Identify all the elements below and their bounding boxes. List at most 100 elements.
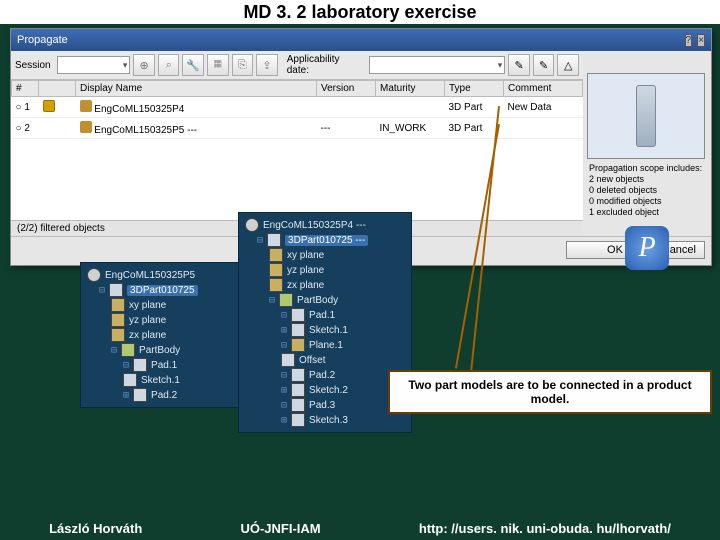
cell	[376, 97, 445, 118]
body-icon	[279, 293, 293, 307]
scope-line: 0 modified objects	[589, 196, 705, 207]
cell	[317, 97, 376, 118]
node-label: Pad.2	[309, 370, 335, 381]
tree-node[interactable]: Sketch.1	[123, 373, 237, 387]
node-label: Plane.1	[309, 340, 343, 351]
tree-node[interactable]: zx plane	[269, 278, 405, 292]
node-label: xy plane	[287, 250, 324, 261]
tree-connector: ⊞	[281, 415, 287, 426]
part-icon	[267, 233, 281, 247]
toolbar-btn-8[interactable]: ✎	[533, 54, 555, 76]
scope-line: 0 deleted objects	[589, 185, 705, 196]
node-label: Pad.2	[151, 390, 177, 401]
sketch-icon	[123, 373, 137, 387]
toolbar-btn-6[interactable]: ⇪	[256, 54, 278, 76]
tree-left: EngCoML150325P5 ⊟3DPart010725 xy plane y…	[80, 262, 244, 408]
tree-node[interactable]: Offset	[281, 353, 405, 367]
node-label: Offset	[299, 355, 326, 366]
tree-connector: ⊟	[111, 345, 117, 356]
lock-icon	[43, 100, 55, 112]
session-label: Session	[15, 60, 51, 71]
help-button[interactable]: ?	[685, 34, 693, 47]
tree-node[interactable]: ⊟PartBody	[111, 343, 237, 357]
cell: EngCoML150325P5 ---	[94, 125, 197, 136]
tree-connector: ⊟	[99, 285, 105, 296]
footer-org: UÓ-JNFI-IAM	[240, 521, 320, 536]
tree-node[interactable]: ⊟Pad.2	[281, 368, 405, 382]
brand-logo: P	[625, 226, 669, 270]
close-button[interactable]: ×	[697, 34, 705, 47]
cell	[504, 118, 583, 139]
gear-icon	[87, 268, 101, 282]
dialog-title: Propagate	[17, 34, 68, 46]
cell: IN_WORK	[376, 118, 445, 139]
tree-node[interactable]: ⊞ Sketch.1	[281, 323, 405, 337]
plane-icon	[111, 328, 125, 342]
cell: ---	[317, 118, 376, 139]
node-label: Sketch.2	[309, 385, 348, 396]
col-comment[interactable]: Comment	[504, 81, 583, 97]
tree-node[interactable]: yz plane	[111, 313, 237, 327]
pad-icon	[291, 368, 305, 382]
node-label: yz plane	[129, 315, 166, 326]
tree-node[interactable]: EngCoML150325P4 ---	[245, 218, 405, 232]
dialog-side-panel: Propagation scope includes: 2 new object…	[587, 73, 707, 274]
col-type[interactable]: Type	[445, 81, 504, 97]
col-name[interactable]: Display Name	[76, 81, 317, 97]
col-lock[interactable]	[39, 81, 76, 97]
part-icon	[80, 121, 92, 133]
plane-icon	[111, 313, 125, 327]
tree-connector: ⊟	[281, 340, 287, 351]
tree-node[interactable]: ⊟PartBody	[269, 293, 405, 307]
scope-line: 1 excluded object	[589, 207, 705, 218]
tree-node[interactable]: ⊟3DPart010725 ---	[257, 233, 405, 247]
pad-icon	[291, 398, 305, 412]
pad-icon	[133, 358, 147, 372]
tree-node[interactable]: ⊟Pad.1	[123, 358, 237, 372]
applicability-combo[interactable]	[369, 56, 505, 74]
col-ver[interactable]: Version	[317, 81, 376, 97]
node-label: yz plane	[287, 265, 324, 276]
cell: EngCoML150325P4	[94, 104, 184, 115]
toolbar-btn-9[interactable]: △	[557, 54, 579, 76]
tree-node[interactable]: ⊟ Plane.1	[281, 338, 405, 352]
scope-title: Propagation scope includes:	[589, 163, 705, 174]
toolbar-btn-4[interactable]: 𝄜	[207, 54, 229, 76]
tree-node[interactable]: EngCoML150325P5	[87, 268, 237, 282]
node-label: Sketch.1	[309, 325, 348, 336]
node-label: xy plane	[129, 300, 166, 311]
session-combo[interactable]	[57, 56, 131, 74]
sketch-icon	[291, 323, 305, 337]
node-label: Sketch.3	[309, 415, 348, 426]
toolbar-btn-2[interactable]: ⌕	[158, 54, 180, 76]
part-icon	[80, 100, 92, 112]
toolbar-btn-3[interactable]: 🔧	[182, 54, 204, 76]
tree-node[interactable]: yz plane	[269, 263, 405, 277]
toolbar-btn-1[interactable]: ⊕	[133, 54, 155, 76]
sketch-icon	[291, 413, 305, 427]
node-label: Pad.1	[309, 310, 335, 321]
node-label: Sketch.1	[141, 375, 180, 386]
toolbar-btn-7[interactable]: ✎	[508, 54, 530, 76]
tree-node[interactable]: xy plane	[269, 248, 405, 262]
body-icon	[121, 343, 135, 357]
tree-node[interactable]: ⊟Pad.1	[281, 308, 405, 322]
pad-icon	[133, 388, 147, 402]
col-mat[interactable]: Maturity	[376, 81, 445, 97]
cell: 3D Part	[445, 97, 504, 118]
tree-connector: ⊞	[281, 325, 287, 336]
tree-connector: ⊟	[123, 360, 129, 371]
tree-node[interactable]: ⊞ Sketch.3	[281, 413, 405, 427]
plane-icon	[111, 298, 125, 312]
tree-node[interactable]: zx plane	[111, 328, 237, 342]
node-label: zx plane	[287, 280, 324, 291]
tree-node[interactable]: ⊞Sketch.2	[281, 383, 405, 397]
col-num[interactable]: #	[12, 81, 39, 97]
tree-node[interactable]: ⊟3DPart010725	[99, 283, 237, 297]
tree-node[interactable]: ⊞Pad.2	[123, 388, 237, 402]
plane-icon	[269, 263, 283, 277]
tree-node[interactable]: ⊟Pad.3	[281, 398, 405, 412]
toolbar-btn-5[interactable]: ⎘	[232, 54, 254, 76]
tree-connector: ⊟	[281, 400, 287, 411]
tree-node[interactable]: xy plane	[111, 298, 237, 312]
